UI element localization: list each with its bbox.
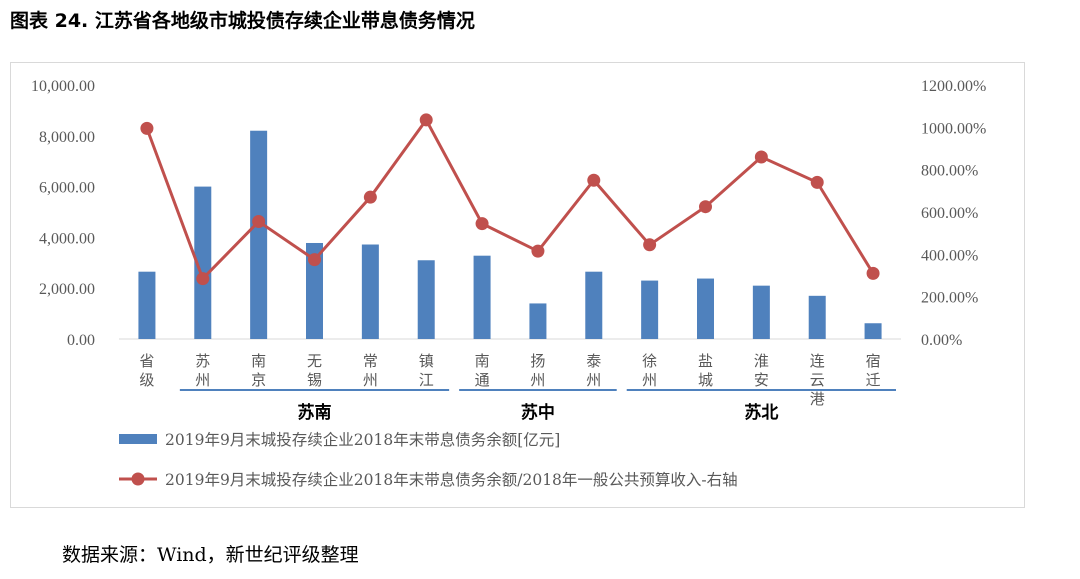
category-label: 连: [810, 352, 825, 370]
bar: [529, 303, 547, 339]
region-groups: 苏南 苏中 苏北: [179, 389, 896, 423]
category-label: 徐: [642, 352, 657, 370]
bar: [194, 186, 212, 339]
category-label: 苏: [195, 352, 210, 370]
category-label: 州: [195, 371, 210, 389]
line-point: [252, 215, 266, 229]
right-axis: 0.00% 200.00% 400.00% 600.00% 800.00% 1000.00…: [921, 78, 986, 349]
bar: [585, 271, 603, 339]
category-label: 锡: [307, 371, 322, 389]
category-label: 州: [530, 371, 545, 389]
legend-line-marker: [131, 472, 145, 486]
bar: [864, 323, 882, 339]
category-label: 宿: [866, 352, 881, 370]
right-tick-label: 600.00%: [921, 205, 978, 222]
left-tick-label: 2,000.00: [39, 281, 95, 298]
line-point: [308, 253, 321, 267]
line-point: [475, 217, 489, 231]
region-label: 苏北: [744, 402, 778, 423]
category-label: 安: [754, 371, 769, 389]
bar: [306, 242, 323, 339]
legend: 2019年9月末城投存续企业2018年末带息债务余额[亿元] 2019年9月末城投…: [119, 430, 738, 489]
region-label: 苏中: [521, 402, 555, 423]
line-point: [810, 175, 824, 189]
line-series: [140, 113, 880, 286]
category-label: 扬: [530, 352, 545, 370]
category-label: 无: [307, 352, 322, 370]
bar: [473, 255, 491, 339]
category-label: 港: [810, 390, 825, 408]
category-label: 淮: [754, 352, 769, 370]
category-label: 城: [698, 371, 713, 389]
left-tick-label: 8,000.00: [39, 129, 95, 146]
legend-line-label: 2019年9月末城投存续企业2018年末带息债务余额/2018年一般公共预算收入…: [165, 470, 738, 489]
category-label: 南: [251, 352, 266, 370]
category-label: 镇: [419, 352, 434, 370]
category-label: 云: [810, 371, 825, 389]
right-tick-label: 200.00%: [921, 290, 978, 307]
category-label: 江: [419, 371, 434, 389]
line-point: [140, 121, 154, 135]
bar: [417, 260, 435, 339]
category-label: 级: [139, 371, 154, 389]
bar: [808, 295, 826, 339]
figure-title: 图表 24. 江苏省各地级市城投债存续企业带息债务情况: [10, 10, 475, 32]
right-tick-label: 400.00%: [921, 247, 978, 264]
line-point: [587, 173, 601, 187]
left-tick-label: 10,000.00: [31, 78, 95, 95]
bar: [250, 130, 268, 339]
left-tick-label: 4,000.00: [39, 230, 95, 247]
line-point: [419, 113, 433, 127]
legend-bar-swatch: [119, 434, 157, 444]
category-label: 泰: [586, 352, 601, 370]
series-line: [145, 117, 875, 282]
chart-svg: 0.00 2,000.00 4,000.00 6,000.00 8,000.00 10,0…: [31, 78, 986, 489]
region-label: 苏南: [298, 402, 332, 423]
left-tick-label: 0.00: [67, 332, 95, 349]
category-label: 省: [139, 352, 154, 370]
legend-bar-label: 2019年9月末城投存续企业2018年末带息债务余额[亿元]: [165, 430, 560, 449]
bar: [641, 280, 659, 339]
bar: [138, 271, 156, 339]
line-point: [363, 190, 377, 204]
bar: [752, 285, 770, 339]
line-point: [699, 200, 712, 214]
chart-frame: 0.00 2,000.00 4,000.00 6,000.00 8,000.00 10,0…: [10, 62, 1025, 508]
line-point: [643, 238, 657, 252]
line-point: [866, 266, 880, 280]
category-label: 州: [642, 371, 657, 389]
category-label: 州: [586, 371, 601, 389]
source-note: 数据来源：Wind，新世纪评级整理: [62, 544, 359, 566]
right-tick-label: 1200.00%: [921, 78, 986, 95]
right-tick-label: 0.00%: [921, 332, 962, 349]
category-label: 盐: [698, 352, 713, 370]
left-axis: 0.00 2,000.00 4,000.00 6,000.00 8,000.00 10,0…: [31, 78, 95, 349]
right-tick-label: 1000.00%: [921, 120, 986, 137]
right-tick-label: 800.00%: [921, 163, 978, 180]
bar-series: [138, 130, 882, 339]
left-tick-label: 6,000.00: [39, 180, 95, 197]
category-label: 常: [363, 352, 378, 370]
line-point: [531, 244, 545, 258]
line-point: [196, 272, 210, 286]
bar: [697, 278, 714, 339]
category-label: 通: [475, 371, 490, 389]
category-label: 迁: [866, 371, 881, 389]
bar: [361, 244, 379, 339]
category-label: 京: [251, 371, 266, 389]
line-point: [754, 150, 768, 164]
category-label: 南: [475, 352, 490, 370]
category-label: 州: [363, 371, 378, 389]
